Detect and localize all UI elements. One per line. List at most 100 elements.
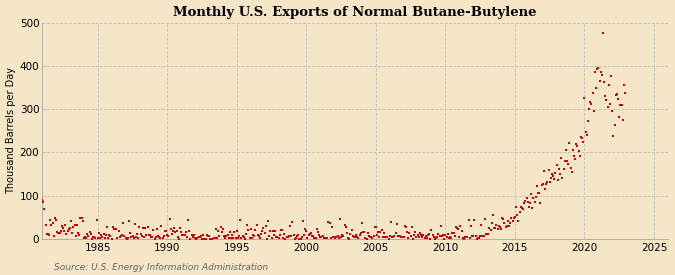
Point xyxy=(356,221,367,225)
Point xyxy=(565,166,576,170)
Point xyxy=(618,117,628,122)
Point xyxy=(124,219,134,223)
Point xyxy=(157,235,168,240)
Point xyxy=(371,225,381,230)
Point xyxy=(234,234,244,238)
Point xyxy=(396,235,407,240)
Point xyxy=(368,233,379,238)
Point xyxy=(616,103,627,107)
Point xyxy=(498,217,509,222)
Point xyxy=(445,235,456,240)
Point xyxy=(55,229,66,233)
Point xyxy=(529,200,540,204)
Point xyxy=(298,219,308,223)
Point xyxy=(493,224,504,228)
Point xyxy=(294,236,305,241)
Point xyxy=(207,236,218,241)
Point xyxy=(82,232,92,236)
Point xyxy=(72,222,82,227)
Point xyxy=(303,233,314,237)
Point xyxy=(146,235,157,240)
Point xyxy=(99,236,110,240)
Point xyxy=(600,94,611,98)
Point xyxy=(217,227,228,231)
Point xyxy=(310,236,321,240)
Point xyxy=(346,228,357,232)
Point xyxy=(534,191,545,196)
Point xyxy=(329,235,340,240)
Point xyxy=(613,97,624,101)
Point xyxy=(206,236,217,241)
Point xyxy=(523,205,534,209)
Point xyxy=(383,236,394,241)
Point xyxy=(290,236,300,241)
Point xyxy=(339,223,350,227)
Point xyxy=(125,231,136,235)
Point xyxy=(584,106,595,111)
Point xyxy=(277,236,288,240)
Point xyxy=(327,235,338,239)
Point xyxy=(589,70,600,74)
Point xyxy=(388,235,399,239)
Point xyxy=(426,227,437,232)
Point xyxy=(562,159,572,163)
Point xyxy=(253,234,264,238)
Point xyxy=(132,232,142,236)
Title: Monthly U.S. Exports of Normal Butane-Butylene: Monthly U.S. Exports of Normal Butane-Bu… xyxy=(173,6,537,18)
Point xyxy=(138,226,148,230)
Point xyxy=(98,232,109,236)
Point xyxy=(607,108,618,113)
Point xyxy=(489,226,500,230)
Point xyxy=(535,200,546,205)
Point xyxy=(603,82,614,87)
Point xyxy=(314,233,325,238)
Point xyxy=(319,236,329,241)
Point xyxy=(191,236,202,241)
Point xyxy=(482,232,493,236)
Point xyxy=(377,235,388,240)
Point xyxy=(194,234,205,239)
Point xyxy=(453,227,464,231)
Point xyxy=(537,182,548,187)
Point xyxy=(513,219,524,223)
Point xyxy=(563,161,574,166)
Point xyxy=(487,220,497,225)
Point xyxy=(560,148,571,152)
Point xyxy=(372,233,383,237)
Point xyxy=(317,234,328,238)
Point xyxy=(531,195,541,200)
Point xyxy=(360,236,371,241)
Point xyxy=(319,236,330,240)
Point xyxy=(167,232,178,236)
Point xyxy=(499,221,510,226)
Point xyxy=(330,236,341,240)
Point xyxy=(115,234,126,238)
Point xyxy=(576,135,587,140)
Point xyxy=(404,230,415,235)
Point xyxy=(615,103,626,108)
Point xyxy=(237,233,248,238)
Point xyxy=(192,236,202,240)
Point xyxy=(130,221,140,226)
Point xyxy=(367,236,378,240)
Point xyxy=(293,232,304,237)
Point xyxy=(106,236,117,241)
Point xyxy=(256,231,267,236)
Point xyxy=(76,216,87,220)
Point xyxy=(201,233,212,238)
Point xyxy=(215,224,226,229)
Point xyxy=(254,235,265,240)
Point xyxy=(324,221,335,225)
Point xyxy=(198,233,209,237)
Point xyxy=(433,232,444,236)
Point xyxy=(580,130,591,135)
Point xyxy=(165,227,176,232)
Point xyxy=(298,233,309,237)
Point xyxy=(285,224,296,229)
Point xyxy=(196,234,207,239)
Point xyxy=(618,83,629,87)
Point xyxy=(558,167,569,171)
Point xyxy=(527,206,538,210)
Point xyxy=(118,220,129,225)
Point xyxy=(474,236,485,240)
